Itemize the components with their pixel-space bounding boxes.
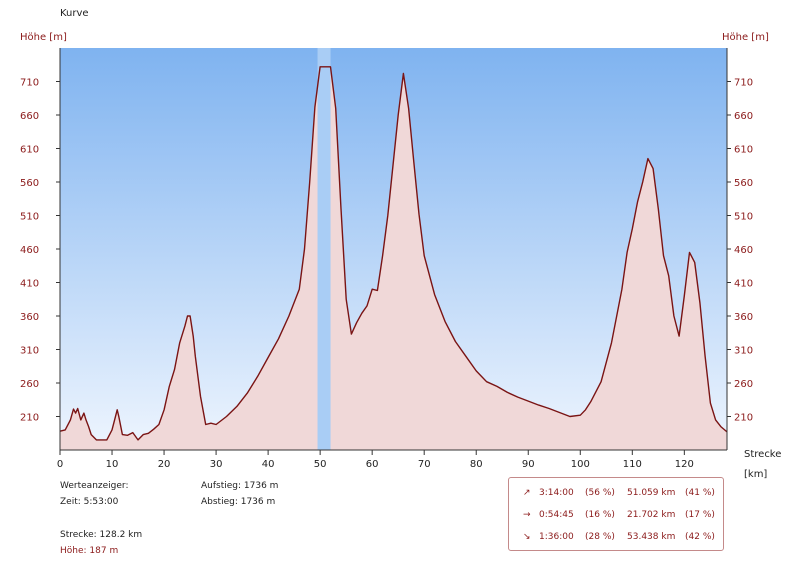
- stats-dist: 51.059 km: [627, 488, 676, 498]
- x-tick-label: 30: [210, 459, 223, 470]
- stats-row-up: ↗ 3:14:00 (56 %) 51.059 km (41 %): [509, 488, 723, 504]
- x-tick-label: 90: [522, 459, 535, 470]
- ascent-value: Aufstieg: 1736 m: [201, 481, 279, 491]
- elevation-line: [59, 66, 728, 441]
- x-tick-label: 0: [57, 459, 63, 470]
- stats-time: 3:14:00: [539, 488, 574, 498]
- stats-time: 1:36:00: [539, 532, 574, 542]
- y-tick-label-right: 660: [734, 111, 753, 122]
- descent-value: Abstieg: 1736 m: [201, 497, 276, 507]
- stats-time-pct: (28 %): [585, 532, 615, 542]
- y-axis-label-left: Höhe [m]: [20, 32, 67, 43]
- arrow-up-right-icon: ↗: [523, 488, 531, 498]
- x-tick-label: 110: [623, 459, 642, 470]
- x-tick-label: 120: [675, 459, 694, 470]
- altitude-value: Höhe: 187 m: [60, 546, 119, 556]
- y-tick-label-right: 360: [734, 312, 753, 323]
- y-tick-label-left: 610: [20, 145, 39, 156]
- y-tick-label-right: 410: [734, 279, 753, 290]
- x-axis-unit: [km]: [744, 469, 768, 480]
- arrow-right-icon: →: [523, 510, 531, 520]
- x-tick-label: 10: [106, 459, 119, 470]
- x-tick-label: 40: [262, 459, 275, 470]
- x-tick-label: 20: [158, 459, 171, 470]
- x-tick-label: 60: [366, 459, 379, 470]
- y-tick-label-left: 510: [20, 212, 39, 223]
- y-axis-label-right: Höhe [m]: [722, 32, 769, 43]
- stats-dist: 53.438 km: [627, 532, 676, 542]
- y-tick-label-left: 460: [20, 245, 39, 256]
- y-tick-label-left: 710: [20, 78, 39, 89]
- distance-value: Strecke: 128.2 km: [60, 530, 143, 540]
- time-value: Zeit: 5:53:00: [60, 497, 119, 507]
- elevation-area: [60, 66, 727, 451]
- stats-time-pct: (16 %): [585, 510, 615, 520]
- y-tick-label-left: 210: [20, 413, 39, 424]
- y-tick-label-right: 710: [734, 78, 753, 89]
- arrow-down-right-icon: ↘: [523, 532, 531, 542]
- x-tick-label: 100: [571, 459, 590, 470]
- y-tick-label-left: 410: [20, 279, 39, 290]
- stats-row-down: ↘ 1:36:00 (28 %) 53.438 km (42 %): [509, 532, 723, 548]
- y-tick-label-right: 560: [734, 178, 753, 189]
- werteanzeiger-label: Werteanzeiger:: [60, 481, 129, 491]
- stats-dist: 21.702 km: [627, 510, 676, 520]
- x-tick-label: 80: [470, 459, 483, 470]
- y-tick-label-right: 310: [734, 346, 753, 357]
- y-tick-label-left: 660: [20, 111, 39, 122]
- chart-title: Kurve: [60, 8, 89, 19]
- stats-box: ↗ 3:14:00 (56 %) 51.059 km (41 %) → 0:54…: [508, 477, 724, 551]
- stats-dist-pct: (42 %): [685, 532, 715, 542]
- stats-time: 0:54:45: [539, 510, 574, 520]
- x-axis-label: Strecke: [744, 449, 782, 460]
- y-tick-label-right: 460: [734, 245, 753, 256]
- stats-dist-pct: (17 %): [685, 510, 715, 520]
- y-tick-label-left: 560: [20, 178, 39, 189]
- y-tick-label-right: 610: [734, 145, 753, 156]
- y-tick-label-right: 510: [734, 212, 753, 223]
- highlight-band: [317, 48, 331, 450]
- x-tick-label: 50: [314, 459, 327, 470]
- y-tick-label-right: 260: [734, 379, 753, 390]
- stats-dist-pct: (41 %): [685, 488, 715, 498]
- y-tick-label-left: 360: [20, 312, 39, 323]
- y-tick-label-left: 260: [20, 379, 39, 390]
- stats-row-flat: → 0:54:45 (16 %) 21.702 km (17 %): [509, 510, 723, 526]
- y-tick-label-left: 310: [20, 346, 39, 357]
- x-tick-label: 70: [418, 459, 431, 470]
- stats-time-pct: (56 %): [585, 488, 615, 498]
- y-tick-label-right: 210: [734, 413, 753, 424]
